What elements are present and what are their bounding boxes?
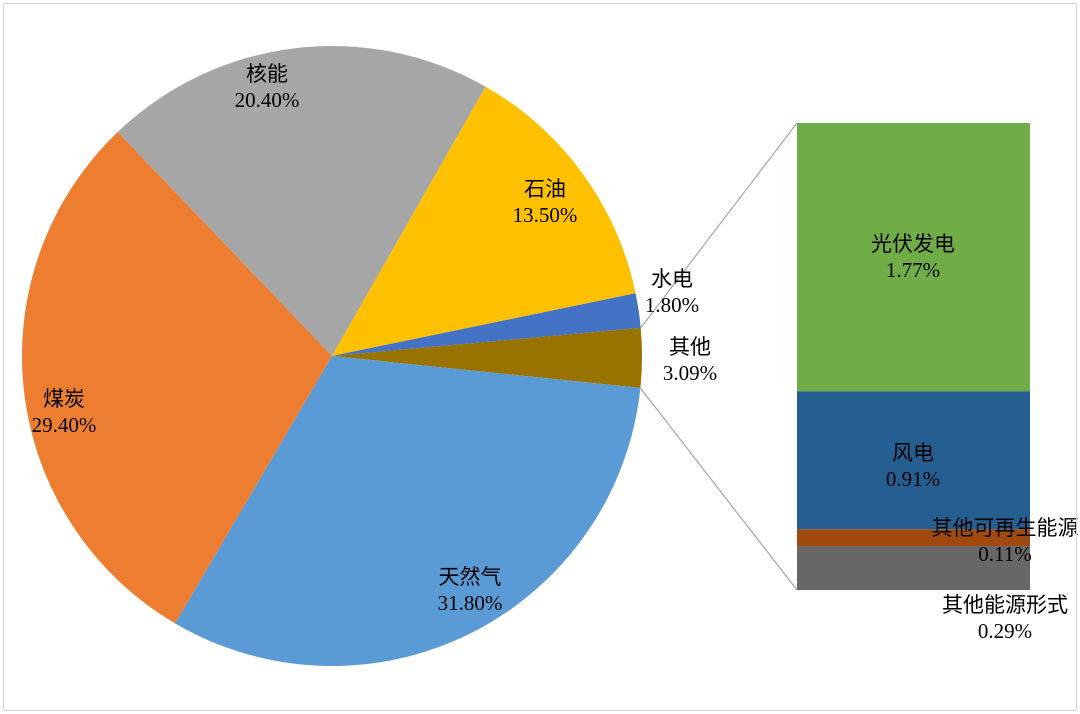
label-coal: 煤炭 29.40% xyxy=(32,386,97,438)
label-hydro: 水电 1.80% xyxy=(645,266,699,318)
label-oil-category: 石油 xyxy=(524,177,566,201)
pie-slice-hydro xyxy=(332,293,641,356)
label-natural-gas: 天然气 31.80% xyxy=(438,564,503,616)
pie-slice-other xyxy=(332,327,643,388)
bar-segment-other-energy-forms xyxy=(797,546,1030,590)
label-oil: 石油 13.50% xyxy=(513,176,578,228)
label-other-energy-forms-category: 其他能源形式 xyxy=(942,593,1068,617)
pie-slice-oil xyxy=(332,86,636,357)
bar-segment-other-renewables xyxy=(797,529,1030,547)
label-solar-pv-value: 1.77% xyxy=(885,258,941,282)
pie-slice-nuclear xyxy=(117,45,486,357)
label-coal-category: 煤炭 xyxy=(43,387,85,411)
label-other: 其他 3.09% xyxy=(663,334,717,386)
label-wind: 风电 0.91% xyxy=(886,440,940,492)
label-nuclear-category: 核能 xyxy=(246,62,288,86)
connector-line-top xyxy=(640,122,798,329)
pie-slice-coal xyxy=(22,132,333,624)
label-other-energy-forms: 其他能源形式 0.29% xyxy=(942,592,1068,644)
label-natural-gas-value: 31.80% xyxy=(437,591,503,615)
label-other-energy-forms-value: 0.29% xyxy=(977,619,1033,643)
label-other-renewables-category: 其他可再生能源 xyxy=(931,516,1079,540)
label-wind-category: 风电 xyxy=(892,441,934,465)
label-natural-gas-category: 天然气 xyxy=(438,565,502,589)
label-coal-value: 29.40% xyxy=(31,413,97,437)
label-solar-pv-category: 光伏发电 xyxy=(871,232,955,256)
pie-slice-natural-gas xyxy=(175,356,641,666)
label-nuclear-value: 20.40% xyxy=(234,88,300,112)
label-hydro-value: 1.80% xyxy=(644,293,700,317)
label-other-renewables-value: 0.11% xyxy=(978,542,1032,566)
label-wind-value: 0.91% xyxy=(885,467,941,491)
label-other-value: 3.09% xyxy=(662,361,718,385)
label-other-category: 其他 xyxy=(669,335,711,359)
label-nuclear: 核能 20.40% xyxy=(235,61,300,113)
label-oil-value: 13.50% xyxy=(512,203,578,227)
label-other-renewables: 其他可再生能源 0.11% xyxy=(932,515,1079,567)
label-solar-pv: 光伏发电 1.77% xyxy=(871,231,955,283)
bar-segment-wind xyxy=(797,391,1030,530)
label-hydro-category: 水电 xyxy=(651,267,693,291)
connector-line-bottom xyxy=(639,387,798,591)
bar-segment-solar-pv xyxy=(797,123,1030,392)
